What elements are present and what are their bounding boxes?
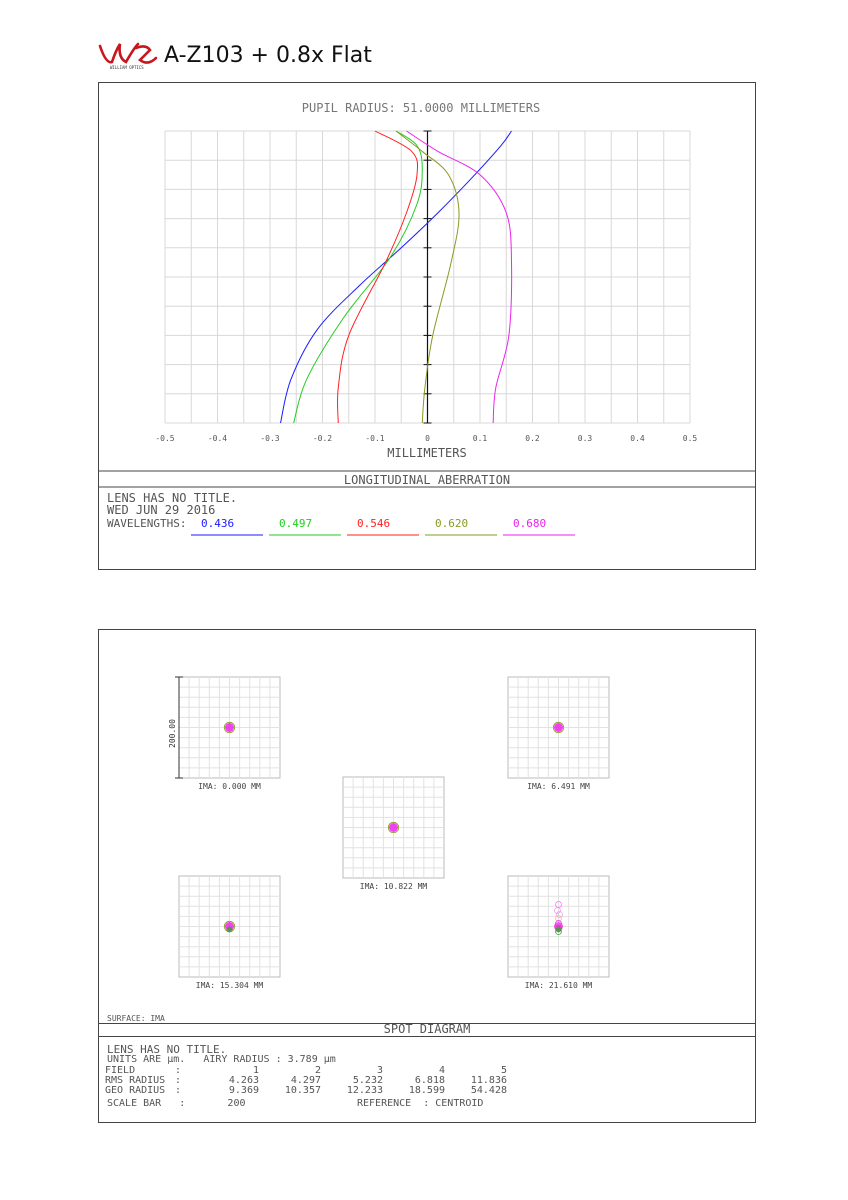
stats-cell: 4: [438, 1065, 445, 1076]
x-tick-label: -0.3: [260, 434, 279, 443]
stats-cell: FIELD: [105, 1065, 136, 1076]
x-axis-label: MILLIMETERS: [387, 446, 466, 460]
spot-pattern-ring: [223, 721, 236, 734]
scale-bar-label: SCALE BAR: [107, 1098, 162, 1109]
spot-diagram-plot: IMA: 0.000 MM IMA: 6.491 MM IMA: 10.822 MM…: [107, 676, 610, 1023]
stats-cell: 1: [252, 1065, 259, 1076]
spot-field-5: IMA: 21.610 MM: [507, 875, 610, 990]
section-title: SPOT DIAGRAM: [383, 1022, 471, 1036]
longitudinal-aberration-chart: PUPIL RADIUS: 51.0000 MILLIMETERS -0.5 -0…: [99, 101, 755, 536]
stats-cell: 18.599: [408, 1085, 445, 1096]
stats-cell: RMS RADIUS: [105, 1075, 166, 1086]
legend-label: 0.436: [201, 517, 234, 530]
spot-pattern: [226, 926, 233, 933]
svg-text:WILLIAM OPTICS: WILLIAM OPTICS: [110, 65, 144, 70]
spot-pattern-ring: [552, 721, 565, 734]
stats-cell: 10.357: [284, 1085, 321, 1096]
stats-cell: 5.232: [352, 1075, 383, 1086]
stats-cell: GEO RADIUS: [105, 1085, 166, 1096]
report-date: WED JUN 29 2016: [107, 503, 215, 517]
stats-cell: 11.836: [470, 1075, 507, 1086]
x-tick-label: 0: [425, 434, 430, 443]
spot-ray: [556, 911, 563, 918]
x-tick-label: -0.5: [155, 434, 174, 443]
chart-title: PUPIL RADIUS: 51.0000 MILLIMETERS: [302, 101, 540, 115]
aberration-curve-0.436: [280, 130, 512, 424]
x-tick-label: -0.2: [313, 434, 332, 443]
stats-cell: 5: [500, 1065, 507, 1076]
scale-bar-label: 200.00: [168, 719, 177, 748]
x-tick-label: -0.1: [365, 434, 384, 443]
stats-cell: 4.297: [290, 1075, 321, 1086]
stats-row: FIELD: 1 2 3 4 5: [105, 1066, 507, 1076]
aberration-curves: [280, 130, 513, 424]
aberration-curve-0.546: [336, 130, 419, 424]
x-tick-label: 0.2: [525, 434, 540, 443]
spot-pattern: [225, 723, 234, 732]
wavelengths-label: WAVELENGTHS:: [107, 517, 186, 530]
x-tick-label: 0.5: [683, 434, 698, 443]
stats-cell: :: [175, 1065, 182, 1076]
page-header: WILLIAM OPTICS A-Z103 + 0.8x Flat: [96, 38, 372, 72]
spot-ray: [554, 907, 561, 914]
william-optics-logo: WILLIAM OPTICS: [98, 42, 158, 70]
field-label: IMA: 0.000 MM: [198, 782, 261, 791]
aberration-curve-0.680: [406, 130, 513, 424]
stats-cell: :: [175, 1085, 182, 1096]
stats-row: GEO RADIUS: 9.369 10.357 12.233 18.599 54.428: [105, 1086, 507, 1096]
x-tick-label: -0.4: [208, 434, 227, 443]
stats-cell: 3: [376, 1065, 383, 1076]
spot-lens-title: LENS HAS NO TITLE.: [107, 1043, 227, 1056]
longitudinal-aberration-panel: PUPIL RADIUS: 51.0000 MILLIMETERS -0.5 -0…: [98, 82, 756, 570]
spot-field-4: IMA: 15.304 MM: [178, 875, 281, 990]
spot-field-3: IMA: 10.822 MM: [342, 776, 445, 891]
stats-cell: 2: [314, 1065, 321, 1076]
wavelength-legend: 0.436 0.497 0.546 0.620 0.680: [191, 517, 575, 536]
spot-pattern: [389, 823, 398, 832]
stats-cell: :: [175, 1075, 182, 1086]
field-label: IMA: 6.491 MM: [527, 782, 590, 791]
spot-ray: [555, 915, 562, 922]
field-label: IMA: 10.822 MM: [360, 882, 428, 891]
scale-bar-row: SCALE BAR : 200: [107, 1098, 246, 1109]
field-label: IMA: 15.304 MM: [196, 981, 264, 990]
stats-cell: 54.428: [470, 1085, 507, 1096]
spot-field-1: IMA: 0.000 MM: [178, 676, 281, 791]
field-label: IMA: 21.610 MM: [525, 981, 593, 990]
spot-pattern: [554, 723, 563, 732]
x-tick-label: 0.3: [578, 434, 593, 443]
spot-stats-table: FIELD: 1 2 3 4 5 RMS RADIUS: 4.263 4.297 5.232 6.8…: [105, 1066, 507, 1096]
stats-cell: 4.263: [228, 1075, 259, 1086]
x-tick-labels: -0.5 -0.4 -0.3 -0.2 -0.1 0 0.1 0.2 0.3 0.4 0.5: [155, 434, 697, 443]
legend-label: 0.620: [435, 517, 468, 530]
legend-label: 0.546: [357, 517, 390, 530]
spot-field-2: IMA: 6.491 MM: [507, 676, 610, 791]
stats-cell: 9.369: [228, 1085, 259, 1096]
lens-title: LENS HAS NO TITLE.: [107, 491, 237, 505]
stats-cell: 12.233: [346, 1085, 383, 1096]
spot-pattern-ring: [387, 821, 400, 834]
scale-bar-value: 200: [227, 1098, 246, 1109]
spot-diagram-panel: IMA: 0.000 MM IMA: 6.491 MM IMA: 10.822 MM…: [98, 629, 756, 1123]
surface-label: SURFACE: IMA: [107, 1014, 165, 1023]
stats-cell: 6.818: [414, 1075, 445, 1086]
document-title: A-Z103 + 0.8x Flat: [164, 42, 372, 68]
legend-label: 0.497: [279, 517, 312, 530]
units-line: UNITS ARE µm. AIRY RADIUS : 3.789 µm: [107, 1054, 336, 1065]
legend-label: 0.680: [513, 517, 546, 530]
aberration-curve-0.620: [395, 130, 460, 424]
x-tick-label: 0.4: [630, 434, 645, 443]
reference-label: REFERENCE : CENTROID: [357, 1098, 484, 1109]
section-title: LONGITUDINAL ABERRATION: [344, 473, 510, 487]
x-tick-label: 0.1: [473, 434, 488, 443]
spot-pattern: [555, 926, 562, 933]
chart-grid: [164, 130, 691, 424]
spot-fields: IMA: 0.000 MM IMA: 6.491 MM IMA: 10.822 MM…: [178, 676, 610, 990]
stats-row: RMS RADIUS: 4.263 4.297 5.232 6.818 11.836: [105, 1076, 507, 1086]
